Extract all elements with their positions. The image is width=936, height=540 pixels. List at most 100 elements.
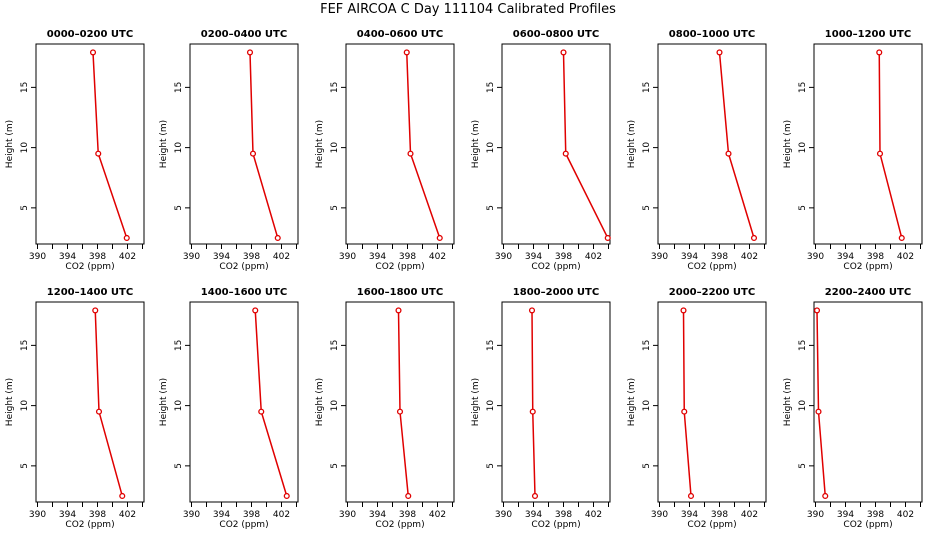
plot-frame	[345, 43, 455, 245]
x-tick-label: 390	[339, 252, 356, 262]
x-tick-label: 402	[119, 252, 136, 262]
panel-4: 0600–0800 UTC 390 394 398 402 CO2 (ppm) 5 10 15 H…	[471, 29, 611, 272]
y-axis-label: Height (m)	[159, 120, 169, 168]
x-tick-label: 398	[555, 252, 572, 262]
y-tick-label: 5	[486, 205, 496, 211]
data-point	[123, 234, 130, 242]
panel-8: 1400–1600 UTC 390 394 398 402 CO2 (ppm) 5 10 15 H…	[159, 287, 299, 530]
data-point	[560, 49, 567, 56]
panel-11: 2000–2200 UTC 390 394 398 402 CO2 (ppm) 5 10 15 H…	[627, 287, 767, 530]
y-tick-label: 10	[20, 142, 30, 154]
panel-6: 1000–1200 UTC 390 394 398 402 CO2 (ppm) 5 10 15 H…	[783, 29, 923, 272]
panels: 0000–0200 UTC 390 394 398 402 CO2 (ppm) 5 10 15 H…	[5, 29, 923, 530]
y-axis-label: Height (m)	[159, 378, 169, 426]
data-point	[531, 492, 539, 500]
y-axis-label: Height (m)	[315, 378, 325, 426]
panel-title: 0200–0400 UTC	[201, 29, 287, 40]
data-point	[89, 49, 97, 56]
x-tick-label: 402	[119, 510, 136, 520]
y-axis-label: Height (m)	[627, 378, 637, 426]
x-tick-label: 390	[339, 510, 356, 520]
x-tick-label: 398	[711, 252, 728, 262]
panel-title: 1200–1400 UTC	[47, 287, 133, 298]
x-tick-label: 402	[741, 510, 758, 520]
y-tick-label: 5	[798, 205, 808, 211]
x-axis-label: CO2 (ppm)	[531, 262, 580, 272]
x-tick-label: 394	[837, 510, 854, 520]
x-tick-label: 402	[273, 510, 290, 520]
panel-title: 2000–2200 UTC	[669, 287, 755, 298]
x-axis-label: CO2 (ppm)	[843, 520, 892, 530]
y-axis-label: Height (m)	[627, 120, 637, 168]
profile-line	[92, 52, 128, 239]
data-point	[407, 150, 414, 157]
data-point	[119, 492, 126, 500]
profile-line	[682, 310, 692, 497]
profile-line	[254, 310, 288, 497]
x-axis-label: CO2 (ppm)	[219, 262, 268, 272]
data-point	[822, 492, 829, 500]
x-tick-label: 394	[59, 252, 76, 262]
x-axis-label: CO2 (ppm)	[531, 520, 580, 530]
y-tick-label: 5	[20, 205, 30, 211]
plot-frame	[657, 43, 767, 245]
y-tick-label: 10	[330, 142, 340, 154]
panel-title: 0800–1000 UTC	[669, 29, 755, 40]
x-tick-label: 402	[273, 252, 290, 262]
profile-line	[397, 310, 409, 497]
data-point	[405, 492, 412, 500]
panel-title: 1800–2000 UTC	[513, 287, 599, 298]
data-point	[898, 234, 905, 242]
panel-9: 1600–1800 UTC 390 394 398 402 CO2 (ppm) 5 10 15 H…	[315, 287, 455, 530]
panel-title: 2200–2400 UTC	[825, 287, 911, 298]
y-axis-label: Height (m)	[783, 378, 793, 426]
y-tick-label: 5	[486, 463, 496, 469]
data-point	[681, 408, 688, 415]
plot-frame	[813, 301, 923, 503]
data-point	[396, 408, 404, 415]
panel-5: 0800–1000 UTC 390 394 398 402 CO2 (ppm) 5 10 15 H…	[627, 29, 767, 272]
data-point	[716, 49, 723, 56]
x-tick-label: 398	[399, 510, 416, 520]
data-point	[750, 234, 758, 242]
y-tick-label: 15	[798, 340, 808, 351]
panel-3: 0400–0600 UTC 390 394 398 402 CO2 (ppm) 5 10 15 H…	[315, 29, 455, 272]
x-tick-label: 394	[837, 252, 854, 262]
y-axis-label: Height (m)	[5, 120, 15, 168]
panel-2: 0200–0400 UTC 390 394 398 402 CO2 (ppm) 5 10 15 H…	[159, 29, 299, 272]
y-axis-label: Height (m)	[5, 378, 15, 426]
x-tick-label: 402	[429, 252, 446, 262]
panel-7: 1200–1400 UTC 390 394 398 402 CO2 (ppm) 5 10 15 H…	[5, 287, 145, 530]
x-tick-label: 394	[525, 252, 542, 262]
profile-line	[718, 52, 755, 239]
x-axis-label: CO2 (ppm)	[375, 520, 424, 530]
panel-title: 0400–0600 UTC	[357, 29, 443, 40]
y-tick-label: 15	[174, 340, 184, 351]
y-tick-label: 5	[798, 463, 808, 469]
profile-line	[878, 52, 903, 239]
plot-frame	[189, 43, 299, 245]
panel-title: 1400–1600 UTC	[201, 287, 287, 298]
data-point	[403, 49, 410, 56]
x-tick-label: 394	[525, 510, 542, 520]
y-tick-label: 10	[486, 142, 496, 154]
plot-frame	[35, 301, 145, 503]
x-tick-label: 390	[183, 252, 200, 262]
y-tick-label: 10	[798, 142, 808, 154]
x-tick-label: 402	[585, 252, 602, 262]
y-tick-label: 5	[174, 463, 184, 469]
y-tick-label: 10	[798, 400, 808, 412]
x-tick-label: 398	[243, 510, 260, 520]
x-tick-label: 390	[29, 510, 46, 520]
y-tick-label: 15	[642, 340, 652, 351]
profile-line	[816, 310, 826, 497]
x-tick-label: 402	[585, 510, 602, 520]
y-tick-label: 15	[330, 340, 340, 351]
y-tick-label: 5	[174, 205, 184, 211]
x-tick-label: 398	[555, 510, 572, 520]
data-point	[813, 307, 821, 314]
plot-frame	[345, 301, 455, 503]
x-axis-label: CO2 (ppm)	[687, 520, 736, 530]
plot-frame	[813, 43, 923, 245]
